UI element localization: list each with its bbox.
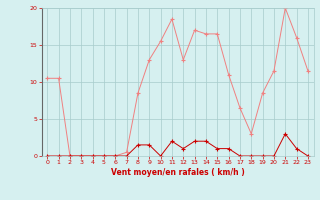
X-axis label: Vent moyen/en rafales ( km/h ): Vent moyen/en rafales ( km/h ) xyxy=(111,168,244,177)
